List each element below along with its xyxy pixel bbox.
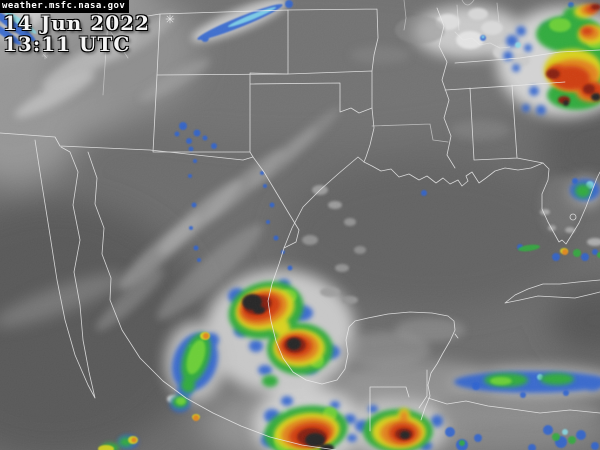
southeast-state-lines: [444, 49, 600, 164]
texas-louisiana-border: [363, 107, 375, 163]
lake-okeechobee: [569, 213, 577, 221]
nevada-utah-lines: [94, 7, 129, 96]
terrain-marker-small-icon: [41, 52, 49, 60]
cozumel-island: [454, 333, 459, 339]
arkansas-louisiana-lines: [371, 123, 449, 143]
timestamp-overlay: 14 Jun 2022 13:11 UTC: [3, 11, 150, 57]
central-america-coast: [427, 397, 600, 414]
colorado-box: [109, 9, 289, 76]
source-url-label: weather.msfc.nasa.gov: [2, 1, 126, 11]
mexico-pacific-coast: [87, 151, 337, 450]
gulf-coast-florida: [283, 156, 600, 249]
us-mexico-border: [0, 132, 300, 249]
mexico-gulf-coast-yucatan: [267, 247, 456, 421]
midwest-state-lines: [403, 0, 511, 49]
time-label: 13:11 UTC: [3, 32, 131, 57]
source-url-bar: weather.msfc.nasa.gov: [0, 0, 130, 13]
date-label: 14 Jun 2022: [3, 11, 150, 35]
cuba-coast: [504, 279, 600, 304]
new-mexico-texas-oklahoma: [152, 70, 373, 158]
terrain-marker-icon: [165, 14, 175, 24]
kansas-missouri-lines: [287, 8, 379, 72]
baja-california-coast: [34, 139, 96, 399]
guatemala-belize-borders: [369, 369, 428, 432]
